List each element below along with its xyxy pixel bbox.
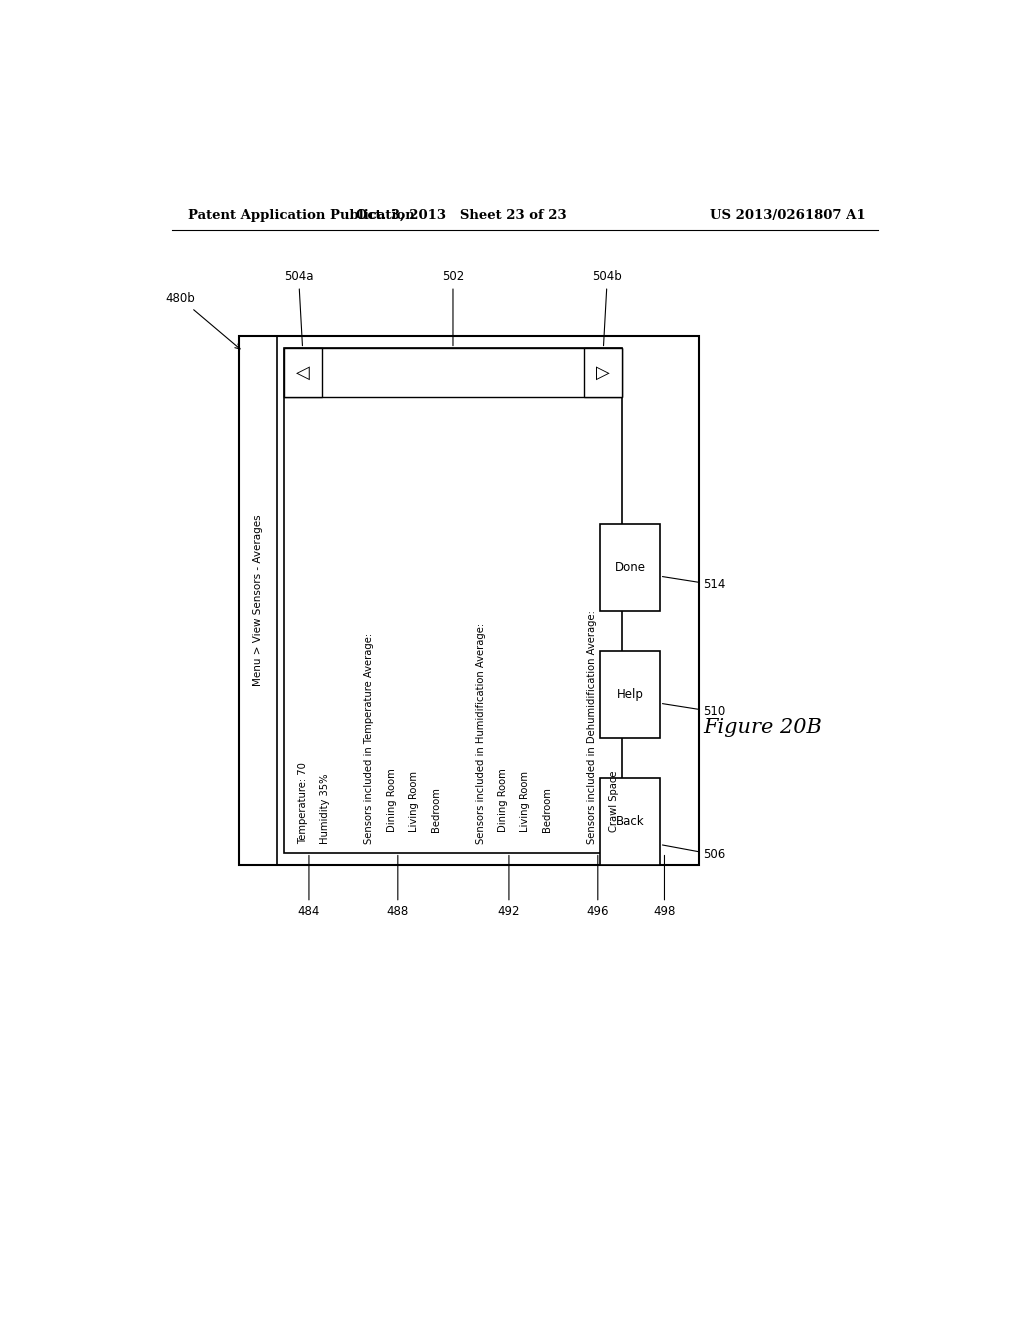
Bar <box>600 524 659 611</box>
Text: ▷: ▷ <box>596 364 610 381</box>
Text: 504a: 504a <box>284 271 313 346</box>
Text: Done: Done <box>614 561 645 574</box>
Text: Sensors included in Temperature Average:: Sensors included in Temperature Average: <box>365 634 375 845</box>
Text: Back: Back <box>615 816 644 828</box>
Text: Crawl Space: Crawl Space <box>609 771 618 833</box>
Text: US 2013/0261807 A1: US 2013/0261807 A1 <box>711 209 866 222</box>
Bar <box>585 348 623 397</box>
Text: ◁: ◁ <box>296 364 309 381</box>
Text: Oct. 3, 2013   Sheet 23 of 23: Oct. 3, 2013 Sheet 23 of 23 <box>356 209 566 222</box>
Text: 496: 496 <box>587 855 609 919</box>
Text: Patent Application Publication: Patent Application Publication <box>187 209 415 222</box>
Text: Humidity 35%: Humidity 35% <box>321 774 330 845</box>
Bar <box>284 348 322 397</box>
Text: 484: 484 <box>298 855 321 919</box>
Text: 502: 502 <box>441 271 464 346</box>
Text: 480b: 480b <box>166 292 240 348</box>
Text: Sensors included in Humidification Average:: Sensors included in Humidification Avera… <box>475 623 485 845</box>
Text: Bedroom: Bedroom <box>543 788 552 833</box>
Text: 488: 488 <box>387 855 409 919</box>
Bar <box>600 779 659 865</box>
Text: 506: 506 <box>663 845 726 861</box>
Text: Dining Room: Dining Room <box>387 768 396 833</box>
Text: Dining Room: Dining Room <box>498 768 508 833</box>
Text: Menu > View Sensors - Averages: Menu > View Sensors - Averages <box>253 515 263 686</box>
Text: Temperature: 70: Temperature: 70 <box>298 763 308 845</box>
Text: Help: Help <box>616 688 643 701</box>
Bar <box>600 651 659 738</box>
Text: 498: 498 <box>653 855 676 919</box>
Text: Living Room: Living Room <box>409 771 419 833</box>
Text: 504b: 504b <box>593 271 623 346</box>
Text: 514: 514 <box>663 577 726 591</box>
Text: Figure 20B: Figure 20B <box>703 718 822 737</box>
Bar <box>284 348 623 853</box>
Text: Living Room: Living Room <box>520 771 530 833</box>
Text: Bedroom: Bedroom <box>431 788 441 833</box>
Text: 492: 492 <box>498 855 520 919</box>
Text: Sensors included in Dehumidification Average:: Sensors included in Dehumidification Ave… <box>587 611 597 845</box>
Text: 510: 510 <box>663 704 726 718</box>
Bar <box>284 348 623 397</box>
Bar <box>240 337 699 865</box>
